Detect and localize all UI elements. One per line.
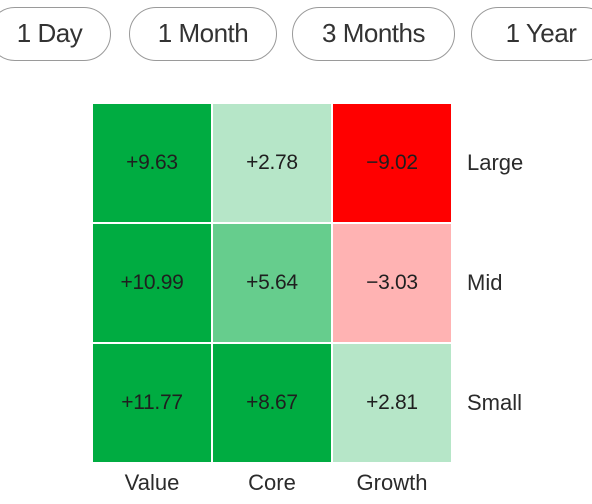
time-range-tabs: 1 Day 1 Month 3 Months 1 Year	[0, 7, 592, 63]
cell-large-core: +2.78	[213, 104, 331, 222]
row-label-small: Small	[467, 390, 523, 415]
cell-mid-value: +10.99	[93, 224, 211, 342]
col-label-value: Value	[124, 470, 180, 495]
cell-mid-growth: −3.03	[333, 224, 451, 342]
col-label-core: Core	[248, 470, 296, 495]
cell-large-value: +9.63	[93, 104, 211, 222]
row-label-mid: Mid	[467, 270, 503, 295]
col-label-growth: Growth	[356, 470, 428, 495]
cell-small-value: +11.77	[93, 344, 211, 462]
cell-small-growth: +2.81	[333, 344, 451, 462]
tab-1-month[interactable]: 1 Month	[129, 7, 277, 61]
tab-3-months[interactable]: 3 Months	[292, 7, 455, 61]
style-box-grid: +9.63 +2.78 −9.02 +10.99 +5.64 −3.03 +11…	[93, 104, 453, 464]
cell-mid-core: +5.64	[213, 224, 331, 342]
cell-large-growth: −9.02	[333, 104, 451, 222]
tab-1-year[interactable]: 1 Year	[471, 7, 592, 61]
tab-1-day[interactable]: 1 Day	[0, 7, 111, 61]
row-label-large: Large	[467, 150, 524, 175]
cell-small-core: +8.67	[213, 344, 331, 462]
